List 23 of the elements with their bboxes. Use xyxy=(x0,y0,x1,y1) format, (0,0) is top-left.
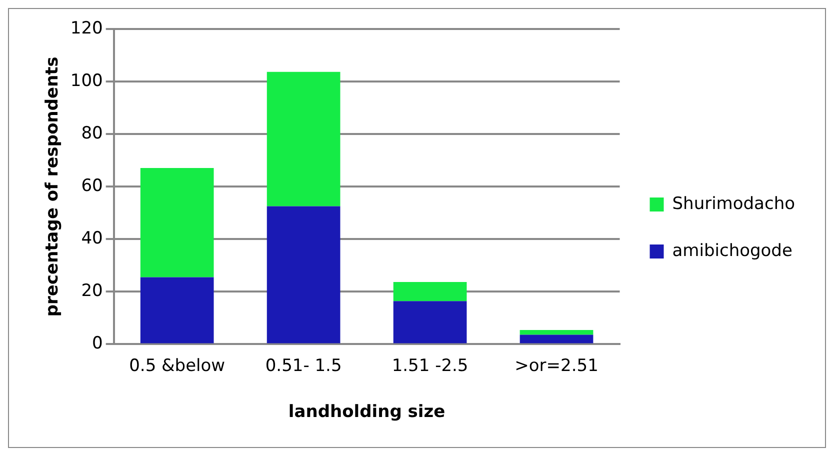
legend-label: Shurimodacho xyxy=(672,194,796,214)
y-axis-title: precentage of respondents xyxy=(42,56,63,317)
x-axis-title: landholding size xyxy=(288,402,446,422)
bar xyxy=(140,277,214,344)
x-tick-label: 0.51- 1.5 xyxy=(265,356,342,376)
bar xyxy=(393,282,467,302)
legend-label: amibichogode xyxy=(672,240,792,261)
x-tick-label: >or=2.51 xyxy=(514,356,598,376)
bar xyxy=(266,206,340,344)
y-tick-label: 60 xyxy=(81,176,103,196)
y-tick-label: 0 xyxy=(92,334,103,354)
x-tick-label: 1.51 -2.5 xyxy=(392,356,468,376)
bar xyxy=(140,168,214,278)
bar xyxy=(520,334,594,344)
y-tick-label: 40 xyxy=(81,228,103,249)
bar xyxy=(266,72,340,206)
y-tick-label: 120 xyxy=(70,18,103,38)
x-tick-label: 0.5 &below xyxy=(129,356,226,376)
y-tick-label: 20 xyxy=(81,281,103,302)
bar xyxy=(393,301,467,344)
bar xyxy=(520,330,594,335)
y-tick-label: 100 xyxy=(70,70,103,91)
y-tick-label: 80 xyxy=(81,123,103,144)
